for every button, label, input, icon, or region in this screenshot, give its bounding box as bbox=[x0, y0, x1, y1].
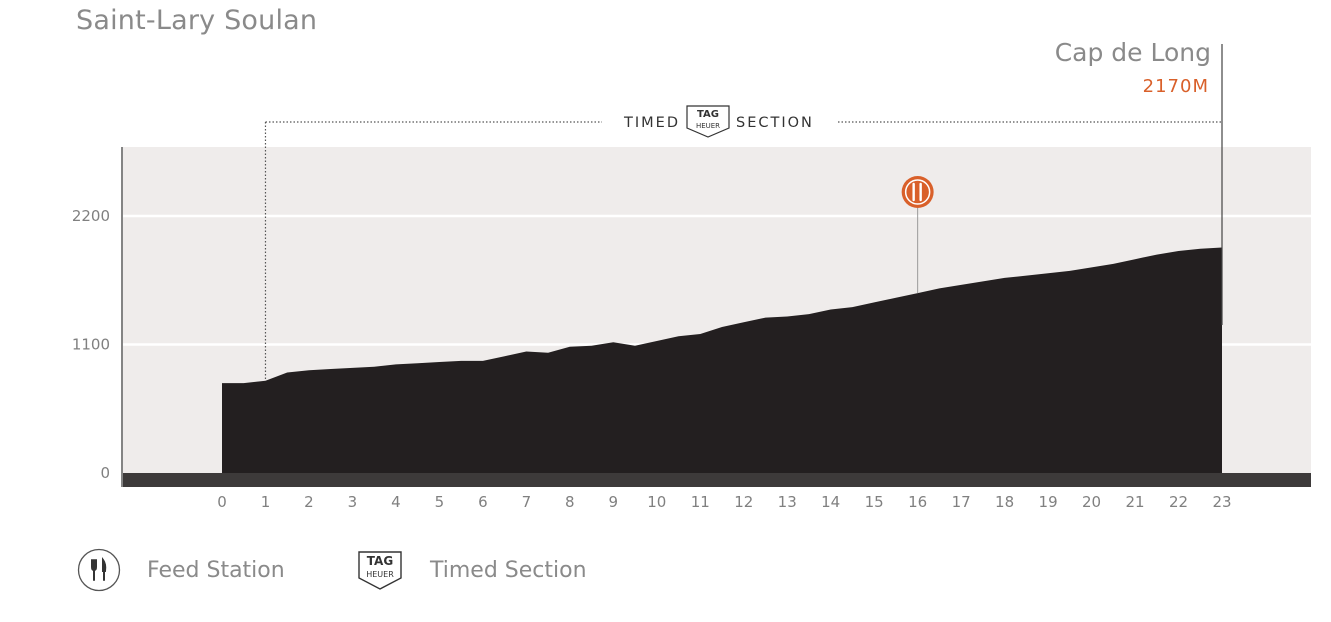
legend-timed-section-label: Timed Section bbox=[430, 557, 587, 583]
x-tick-label: 12 bbox=[734, 493, 753, 511]
x-tick-label: 20 bbox=[1082, 493, 1101, 511]
badge-bottom-text: HEUER bbox=[696, 122, 720, 130]
badge-top-text: TAG bbox=[697, 109, 719, 120]
x-tick-label: 0 bbox=[217, 493, 227, 511]
timed-section-label-before: TIMED bbox=[623, 115, 680, 131]
x-tick-label: 23 bbox=[1212, 493, 1231, 511]
legend-feed-station: Feed Station bbox=[77, 548, 285, 592]
feed-station-circle bbox=[901, 176, 934, 208]
legend-timed-section: TAG HEUER Timed Section bbox=[356, 548, 587, 592]
tag-heuer-icon: TAG HEUER bbox=[358, 551, 402, 590]
x-tick-label: 22 bbox=[1169, 493, 1188, 511]
y-tick-label: 2200 bbox=[72, 207, 110, 225]
fork-knife-icon bbox=[912, 182, 922, 202]
x-tick-label: 15 bbox=[865, 493, 884, 511]
x-axis-ticks: 0 1 2 3 4 5 6 7 8 9 10 11 12 13 14 15 16 17 18 19 20 21 22 23 bbox=[217, 493, 1231, 511]
y-tick-label: 0 bbox=[100, 464, 110, 482]
timed-section-bracket: TIMED TAG HEUER SECTION bbox=[264, 44, 1223, 381]
x-tick-label: 17 bbox=[952, 493, 971, 511]
y-axis-ticks: 0 1100 2200 bbox=[72, 207, 110, 482]
x-tick-label: 8 bbox=[565, 493, 575, 511]
x-tick-label: 7 bbox=[522, 493, 532, 511]
x-tick-label: 11 bbox=[691, 493, 710, 511]
finish-altitude-label: 2170M bbox=[1142, 76, 1209, 97]
x-tick-label: 16 bbox=[908, 493, 927, 511]
x-tick-label: 13 bbox=[778, 493, 797, 511]
x-tick-label: 2 bbox=[304, 493, 314, 511]
x-tick-label: 4 bbox=[391, 493, 401, 511]
feed-station-marker bbox=[901, 176, 934, 294]
chart-baseline-bar bbox=[123, 473, 1311, 487]
x-tick-label: 6 bbox=[478, 493, 488, 511]
x-tick-label: 18 bbox=[995, 493, 1014, 511]
legend-feed-station-label: Feed Station bbox=[147, 557, 285, 583]
legend-badge-top-text: TAG bbox=[367, 554, 393, 568]
timed-section-label-after: SECTION bbox=[736, 115, 814, 131]
x-tick-label: 1 bbox=[261, 493, 271, 511]
x-tick-label: 5 bbox=[435, 493, 445, 511]
feed-station-ring bbox=[904, 179, 931, 205]
x-tick-label: 9 bbox=[609, 493, 619, 511]
legend-badge-bottom-text: HEUER bbox=[366, 570, 394, 579]
fork-knife-icon bbox=[77, 548, 121, 592]
x-tick-label: 10 bbox=[647, 493, 666, 511]
tag-heuer-badge: TAG HEUER bbox=[686, 105, 730, 138]
x-tick-label: 14 bbox=[821, 493, 840, 511]
elevation-profile-area bbox=[222, 247, 1222, 473]
x-tick-label: 3 bbox=[348, 493, 358, 511]
start-location-label: Saint-Lary Soulan bbox=[76, 5, 318, 36]
x-tick-label: 21 bbox=[1125, 493, 1144, 511]
y-tick-label: 1100 bbox=[72, 336, 110, 354]
finish-location-label: Cap de Long bbox=[1054, 38, 1211, 67]
x-tick-label: 19 bbox=[1039, 493, 1058, 511]
